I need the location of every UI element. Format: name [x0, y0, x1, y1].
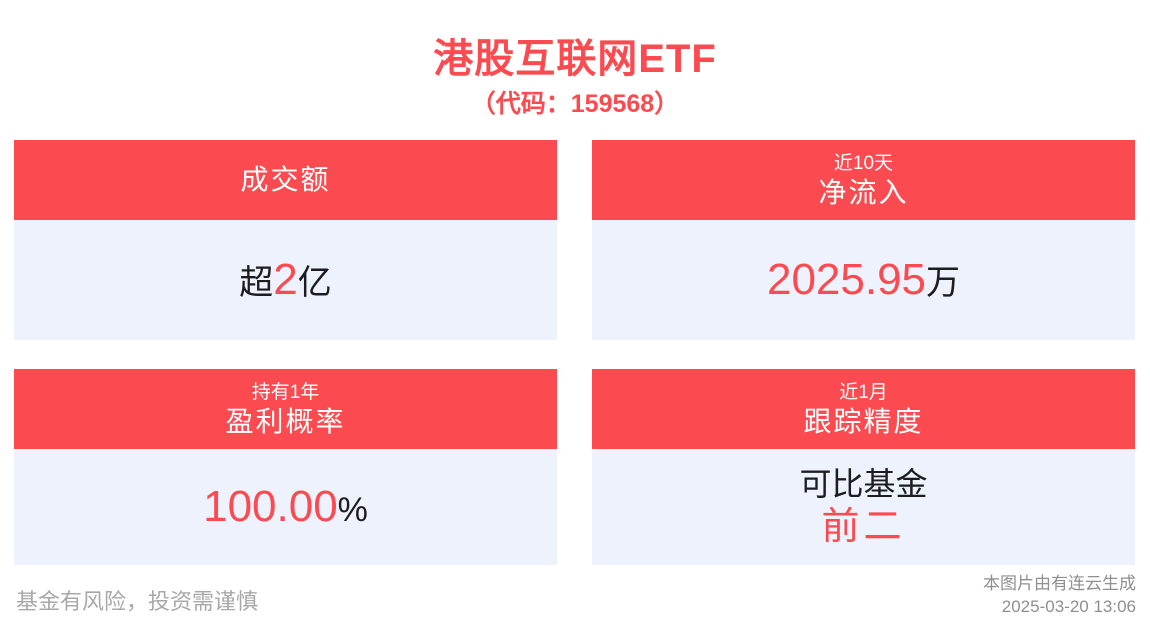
- net-inflow-value: 2025.95万: [767, 255, 960, 305]
- profit-probability-period: 持有1年: [251, 381, 320, 403]
- net-inflow-period: 近10天: [833, 152, 894, 174]
- turnover-card-header: 成交额: [14, 140, 557, 220]
- page-title: 港股互联网ETF: [433, 37, 717, 81]
- tracking-accuracy-value-line1: 可比基金: [799, 466, 928, 502]
- turnover-value: 超2亿: [239, 255, 331, 305]
- image-credit: 本图片由有连云生成 2025-03-20 13:06: [983, 572, 1136, 618]
- turnover-value-unit: 亿: [297, 264, 332, 302]
- tracking-accuracy-period: 近1月: [839, 381, 888, 403]
- profit-probability-card-header: 持有1年 盈利概率: [14, 369, 557, 449]
- risk-disclaimer: 基金有风险，投资需谨慎: [16, 589, 259, 614]
- profit-probability-title: 盈利概率: [225, 405, 346, 437]
- metrics-grid: 成交额 超2亿 近10天 净流入 2025.95万 持有1年: [14, 140, 1135, 565]
- net-inflow-card-header: 近10天 净流入: [592, 140, 1135, 220]
- profit-probability-card-body: 100.00%: [14, 449, 557, 565]
- metric-card-turnover: 成交额 超2亿: [14, 140, 557, 340]
- metric-card-profit-probability: 持有1年 盈利概率 100.00%: [14, 369, 557, 565]
- turnover-value-number: 2: [273, 255, 298, 304]
- credit-source: 本图片由有连云生成: [983, 574, 1136, 593]
- turnover-value-prefix: 超: [239, 264, 274, 302]
- tracking-accuracy-title: 跟踪精度: [803, 405, 924, 437]
- tracking-accuracy-card-body: 可比基金 前二: [592, 449, 1135, 565]
- net-inflow-value-number: 2025.95: [766, 255, 927, 304]
- metric-card-net-inflow: 近10天 净流入 2025.95万: [592, 140, 1135, 340]
- credit-timestamp: 2025-03-20 13:06: [1001, 597, 1136, 616]
- turnover-title: 成交额: [240, 164, 331, 195]
- profit-probability-value: 100.00%: [203, 482, 368, 532]
- tracking-accuracy-value-line2: 前二: [821, 506, 906, 548]
- metric-card-tracking-accuracy: 近1月 跟踪精度 可比基金 前二: [592, 369, 1135, 565]
- net-inflow-value-unit: 万: [926, 264, 961, 302]
- page-subtitle: （代码：159568）: [470, 90, 680, 118]
- net-inflow-title: 净流入: [818, 176, 909, 208]
- profit-probability-value-unit: %: [337, 491, 368, 529]
- net-inflow-card-body: 2025.95万: [592, 220, 1135, 340]
- turnover-card-body: 超2亿: [14, 220, 557, 340]
- profit-probability-value-number: 100.00: [203, 482, 338, 531]
- tracking-accuracy-card-header: 近1月 跟踪精度: [592, 369, 1135, 449]
